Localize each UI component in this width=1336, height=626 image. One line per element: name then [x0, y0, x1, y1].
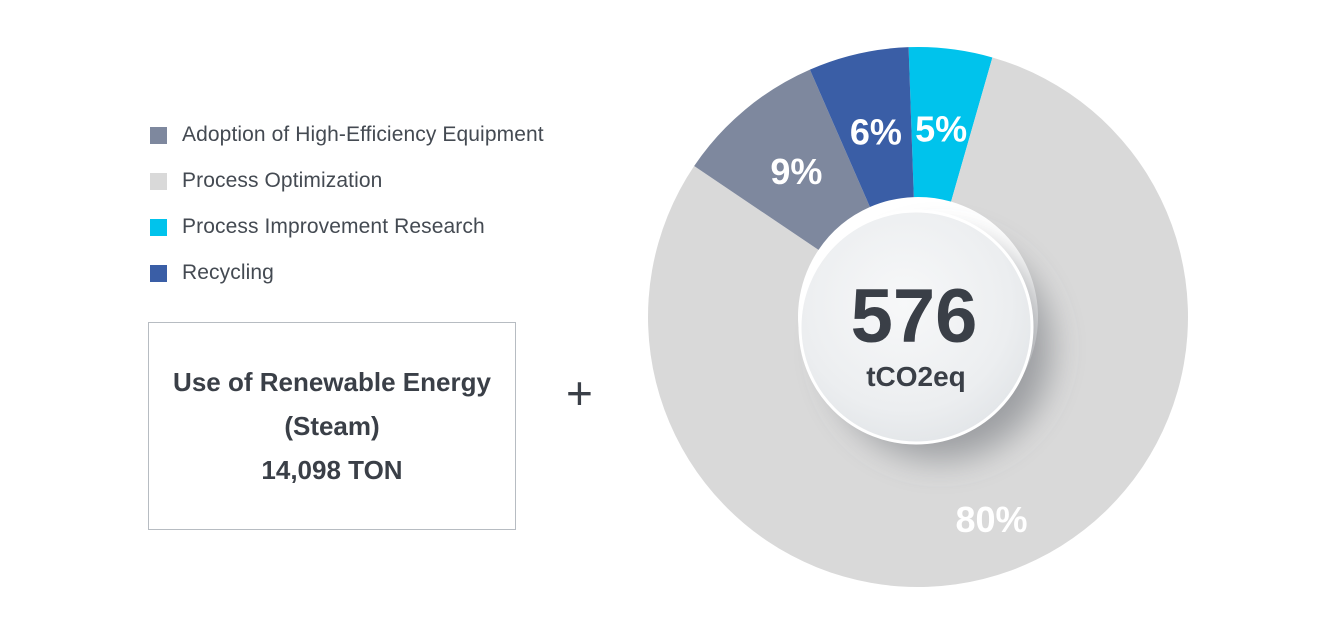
- legend-swatch: [150, 126, 167, 144]
- legend-item-process-improvement: Process Improvement Research: [150, 204, 570, 250]
- center-disc: [798, 209, 1034, 445]
- legend-swatch: [150, 264, 167, 282]
- slice-label: 6%: [850, 112, 902, 153]
- slice-label: 9%: [770, 151, 822, 192]
- legend-item-high-efficiency: Adoption of High-Efficiency Equipment: [150, 112, 570, 158]
- center-value: 576: [851, 274, 978, 359]
- renewable-subtitle: (Steam): [284, 411, 380, 441]
- donut-slice-recycling: [809, 47, 914, 208]
- donut-slice-process-optimization: [648, 57, 1189, 587]
- donut-slices: [648, 47, 1189, 587]
- legend-label: Process Optimization: [182, 169, 383, 192]
- legend-label: Adoption of High-Efficiency Equipment: [182, 123, 544, 146]
- donut-slice-process-improvement-research: [908, 47, 993, 202]
- chart-legend: Adoption of High-Efficiency Equipment Pr…: [150, 112, 570, 296]
- renewable-title: Use of Renewable Energy: [173, 367, 491, 397]
- legend-label: Process Improvement Research: [182, 215, 485, 238]
- legend-item-recycling: Recycling: [150, 250, 570, 296]
- legend-label: Recycling: [182, 261, 274, 284]
- donut-slice-labels: 5% 80% 9% 6%: [770, 108, 1027, 540]
- plus-sign: +: [566, 367, 593, 419]
- legend-swatch: [150, 218, 167, 236]
- center-unit: tCO2eq: [866, 361, 966, 392]
- renewable-amount: 14,098 TON: [261, 455, 403, 485]
- renewable-energy-box: Use of Renewable Energy (Steam) 14,098 T…: [148, 322, 516, 530]
- slice-label: 5%: [915, 108, 967, 149]
- slice-label: 80%: [956, 499, 1028, 540]
- donut-slice-adoption-of-high-efficiency-equipment: [694, 69, 870, 250]
- legend-item-process-optimization: Process Optimization: [150, 158, 570, 204]
- legend-swatch: [150, 172, 167, 190]
